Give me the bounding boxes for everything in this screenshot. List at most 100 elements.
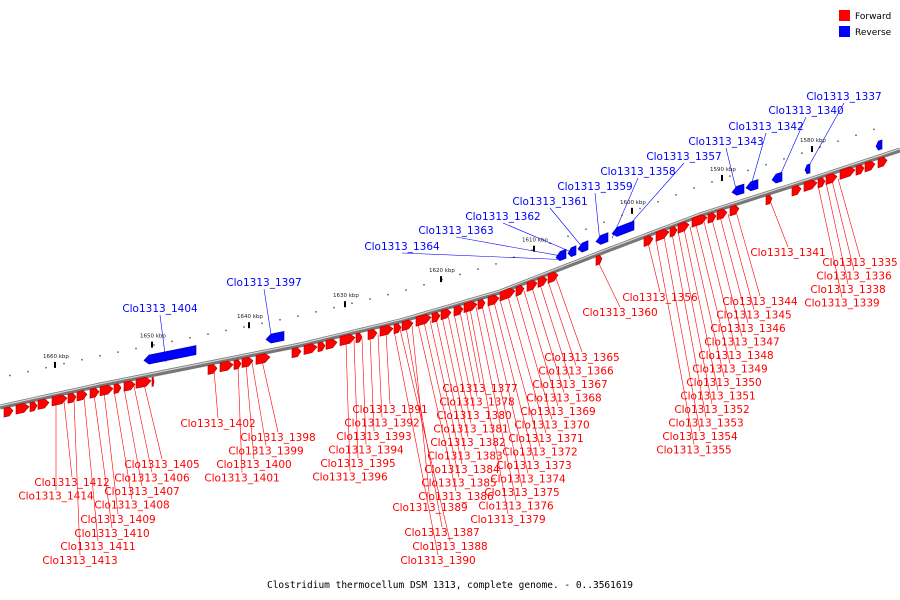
label-leader-line: [385, 332, 391, 405]
gene-label: Clo1313_1344: [722, 296, 798, 308]
gene-label: Clo1313_1409: [80, 514, 155, 526]
label-leader-line: [417, 323, 457, 492]
forward-gene: [643, 235, 654, 248]
reverse-gene: [555, 248, 567, 261]
forward-gene: [864, 160, 876, 173]
scale-tick-label: 1610 kbp: [522, 238, 548, 244]
forward-gene: [691, 214, 708, 228]
gene-label: Clo1313_1400: [216, 459, 291, 471]
label-leader-line: [711, 219, 743, 337]
reverse-gene: [595, 232, 609, 245]
gene-label: Clo1313_1345: [716, 310, 791, 322]
label-leader-line: [377, 334, 383, 418]
label-leader-line: [83, 396, 99, 542]
gene-label: Clo1313_1370: [514, 420, 589, 432]
label-leader-line: [113, 390, 133, 500]
label-leader-line: [749, 132, 767, 190]
gene-label: Clo1313_1410: [74, 528, 149, 540]
gene-label: Clo1313_1378: [439, 397, 514, 409]
forward-legend-label: Forward: [855, 12, 891, 22]
label-leader-line: [399, 328, 451, 542]
label-leader-line: [245, 363, 255, 460]
backbone-highlight: [0, 148, 900, 407]
label-leader-line: [459, 311, 478, 397]
label-leader-line: [345, 341, 351, 472]
label-leader-line: [831, 180, 855, 271]
gene-label: Clo1313_1385: [421, 478, 496, 490]
label-leader-line: [777, 116, 807, 181]
forward-gene: [76, 390, 88, 402]
forward-gene: [317, 341, 326, 353]
forward-gene: [29, 401, 38, 412]
gene-label: Clo1313_1379: [470, 514, 545, 526]
reverse-gene: [875, 139, 883, 151]
gene-label: Clo1313_1347: [704, 337, 779, 349]
label-leader-line: [475, 306, 517, 501]
gene-label: Clo1313_1384: [424, 464, 500, 476]
label-leader-line: [405, 327, 443, 528]
gene-label: Clo1313_1363: [418, 225, 493, 237]
gene-label: Clo1313_1366: [538, 366, 614, 378]
label-leader-line: [263, 288, 273, 341]
gene-label: Clo1313_1401: [204, 473, 279, 485]
forward-gene: [241, 356, 254, 368]
forward-gene: [877, 156, 888, 169]
forward-gene: [393, 323, 402, 334]
gene-label: Clo1313_1343: [688, 136, 763, 148]
forward-gene: [415, 313, 432, 327]
gene-label: Clo1313_1364: [364, 241, 440, 253]
label-leader-line: [123, 388, 143, 487]
label-leader-line: [655, 239, 695, 445]
gene-label: Clo1313_1372: [502, 447, 577, 459]
label-leader-line: [73, 398, 81, 556]
label-leader-line: [502, 222, 575, 254]
gene-label: Clo1313_1408: [94, 500, 169, 512]
label-leader-line: [63, 400, 73, 478]
gene-label: Clo1313_1406: [114, 473, 190, 485]
label-leader-line: [481, 305, 523, 488]
label-leader-line: [837, 178, 861, 258]
forward-gene: [325, 338, 338, 350]
forward-gene: [431, 311, 441, 324]
forward-gene: [233, 359, 242, 370]
label-leader-line: [825, 182, 849, 285]
label-leader-line: [547, 281, 577, 366]
gene-label: Clo1313_1358: [600, 166, 675, 178]
forward-gene: [3, 406, 14, 418]
forward-gene: [547, 271, 559, 284]
gene-label: Clo1313_1356: [622, 292, 698, 304]
label-leader-line: [539, 284, 571, 380]
label-leader-line: [703, 221, 737, 351]
label-leader-line: [453, 313, 475, 411]
forward-legend-swatch: [839, 10, 850, 21]
gene-label: Clo1313_1352: [674, 404, 749, 416]
label-leader-line: [401, 252, 559, 260]
label-leader-line: [523, 290, 559, 407]
forward-gene: [855, 164, 865, 176]
forward-gene: [355, 332, 363, 344]
forward-gene: [537, 275, 548, 288]
gene-label: Clo1313_1407: [104, 486, 179, 498]
forward-gene: [515, 284, 525, 297]
forward-gene: [255, 353, 271, 365]
label-leader-line: [487, 303, 529, 474]
gene-label: Clo1313_1362: [465, 211, 540, 223]
label-leader-line: [555, 278, 583, 353]
gene-label: Clo1313_1355: [656, 445, 731, 457]
scale-tick-label: 1630 kbp: [333, 293, 359, 299]
gene-label: Clo1313_1341: [750, 247, 825, 259]
label-leader-line: [143, 384, 163, 460]
gene-label: Clo1313_1376: [478, 501, 554, 513]
forward-gene: [655, 228, 670, 242]
gene-label: Clo1313_1335: [822, 257, 897, 269]
gene-label: Clo1313_1389: [392, 502, 467, 514]
gene-label: Clo1313_1361: [512, 196, 587, 208]
forward-gene: [15, 402, 30, 415]
gene-labels: Clo1313_1337 Clo1313_1340 Clo1313_1342 Clo1…: [18, 91, 897, 567]
label-leader-line: [507, 296, 547, 434]
forward-gene: [463, 300, 478, 314]
forward-gene: [440, 308, 452, 321]
label-leader-line: [531, 287, 565, 393]
gene-label: Clo1313_1373: [496, 460, 571, 472]
label-leader-line: [817, 184, 843, 298]
